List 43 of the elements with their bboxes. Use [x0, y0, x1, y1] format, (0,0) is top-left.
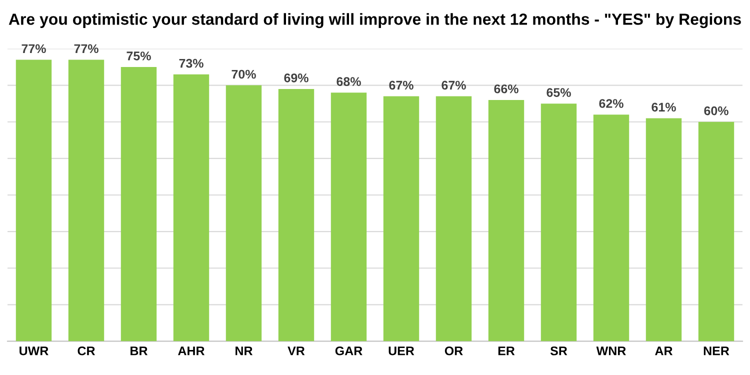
data-label: 66% [494, 84, 518, 94]
x-tick-label: NR [236, 346, 253, 356]
data-label: 77% [22, 44, 46, 54]
x-tick-label: BR [130, 346, 148, 356]
x-tick-label: ER [498, 346, 515, 356]
x-tick-label: UER [388, 346, 414, 356]
x-tick-label: NER [704, 346, 730, 356]
bar [120, 67, 157, 342]
data-label: 69% [284, 73, 308, 82]
x-tick-label: VR [288, 346, 305, 356]
bar [330, 92, 367, 342]
bar [16, 60, 52, 342]
bar [383, 96, 420, 342]
x-tick-label: AR [655, 346, 673, 356]
bar [540, 104, 577, 342]
bar [68, 60, 104, 342]
bar [698, 122, 734, 342]
data-label: 61% [652, 102, 676, 112]
chart-title: Are you optimistic your standard of living will improve in the next 12 months - "YES" by Regions [8, 13, 741, 28]
x-tick-label: OR [444, 346, 463, 356]
data-label: 67% [442, 80, 466, 90]
x-tick-label: AHR [178, 346, 205, 356]
data-label: 60% [704, 106, 728, 116]
bar [593, 114, 630, 342]
data-label: 62% [599, 99, 624, 108]
bar [488, 100, 524, 342]
bar [646, 118, 682, 342]
x-tick-label: SR [550, 346, 568, 356]
bar [173, 74, 210, 342]
data-label: 73% [179, 58, 204, 68]
bar [436, 96, 472, 342]
data-label: 67% [389, 80, 414, 90]
x-tick-label: GAR [335, 346, 362, 356]
data-label: 65% [546, 88, 571, 97]
x-tick-label: CR [78, 346, 96, 356]
bar [278, 88, 314, 342]
data-label: 70% [232, 70, 256, 79]
data-label: 75% [126, 52, 151, 60]
x-tick-label: UWR [20, 346, 48, 356]
bar [226, 85, 262, 342]
data-label: 68% [336, 77, 361, 86]
x-tick-label: WNR [596, 346, 626, 356]
data-label: 77% [74, 44, 98, 54]
